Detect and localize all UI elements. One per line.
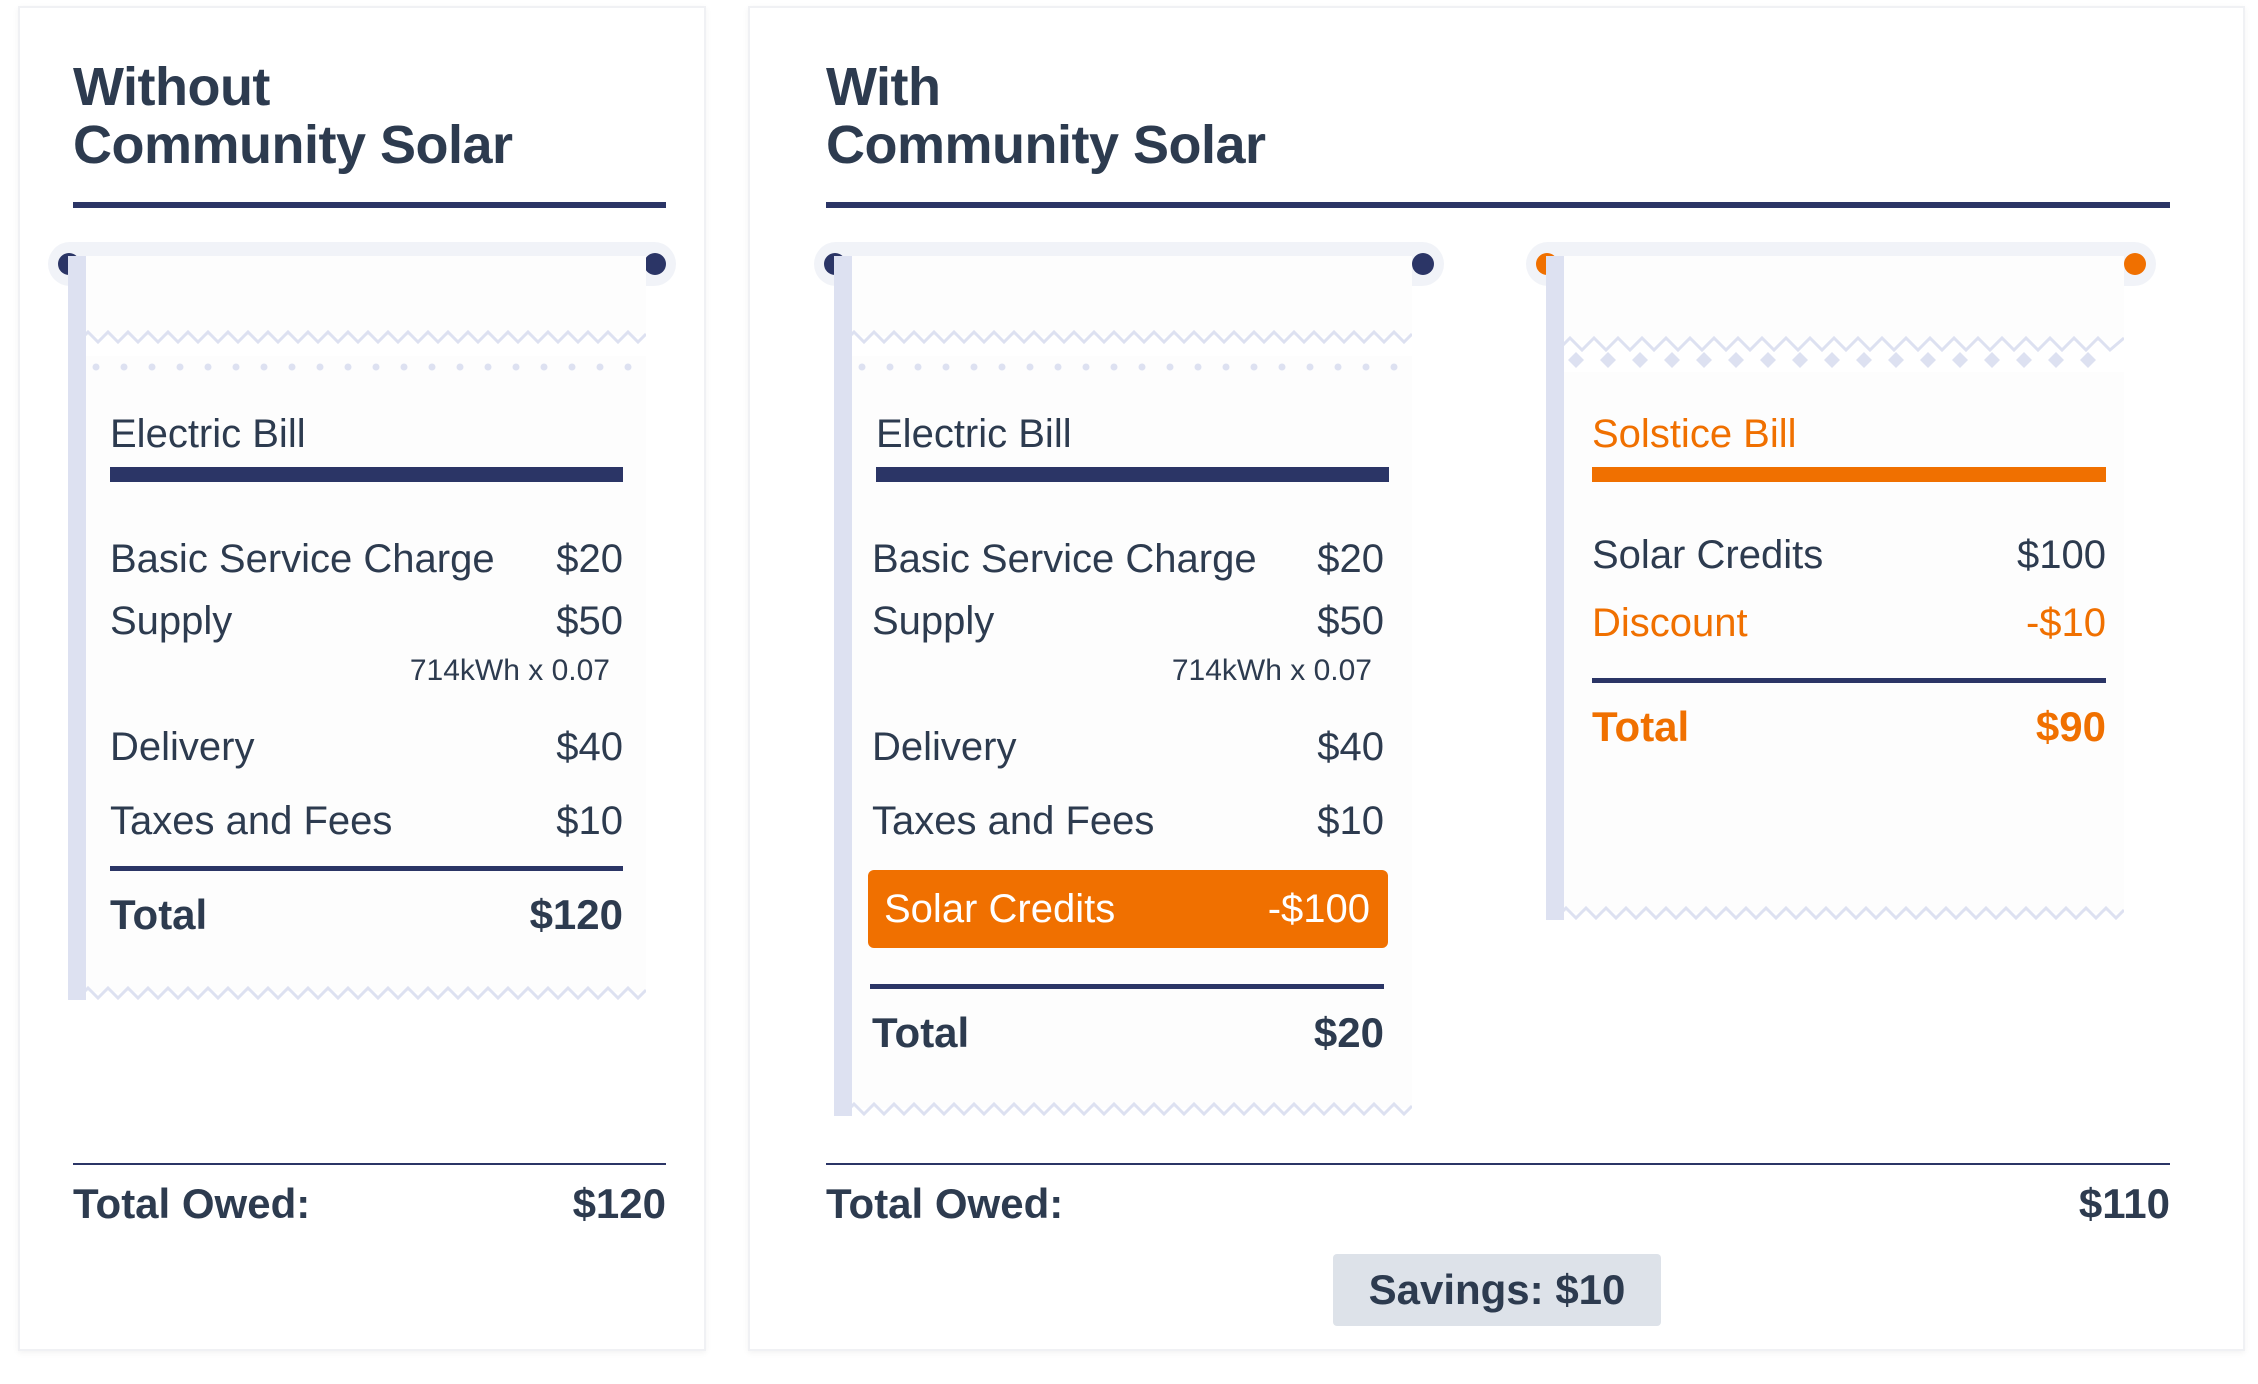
total-label: Total (872, 1009, 970, 1056)
line-item: Delivery $40 (872, 724, 1384, 770)
line-item: Supply $50 (872, 598, 1384, 644)
line-item-amount: $40 (556, 725, 623, 769)
supply-calculation-note: 714kWh x 0.07 (409, 654, 610, 687)
total-owed-amount: $110 (2078, 1180, 2170, 1227)
heading-line-1: With (826, 57, 941, 117)
line-item-amount: $10 (1317, 799, 1384, 843)
line-item: Discount -$10 (1592, 600, 2106, 646)
receipt-tear-bottom (68, 985, 646, 1001)
total-owed-label: Total Owed: (73, 1180, 311, 1227)
total-divider (870, 984, 1384, 989)
total-label: Total (1592, 703, 1690, 750)
line-item: Delivery $40 (110, 724, 623, 770)
receipt-perforation (858, 363, 1398, 371)
line-item-label: Delivery (872, 725, 1017, 769)
receipt-tear-bottom (834, 1101, 1412, 1117)
receipt-tear-bottom (1546, 905, 2124, 921)
total-owed-label: Total Owed: (826, 1180, 1064, 1227)
electric-bill-title: Electric Bill (110, 412, 306, 456)
solstice-bill-title: Solstice Bill (1592, 412, 1797, 456)
line-item-amount: $20 (556, 537, 623, 581)
line-item-label: Taxes and Fees (872, 799, 1155, 843)
line-item: Taxes and Fees $10 (872, 798, 1384, 844)
solar-credits-highlight: Solar Credits -$100 (868, 870, 1388, 948)
total-amount: $90 (2035, 703, 2106, 750)
heading-divider (826, 202, 2170, 208)
total-owed-amount: $120 (572, 1180, 666, 1227)
total-owed: Total Owed: $110 (826, 1180, 2170, 1228)
line-item: Taxes and Fees $10 (110, 798, 623, 844)
without-solar-heading: Without Community Solar (73, 58, 513, 174)
electric-bill-title: Electric Bill (876, 412, 1072, 456)
receipt-tear-top (834, 330, 1412, 345)
total-divider (110, 866, 623, 871)
receipt-edge (1546, 256, 1564, 920)
line-item: Supply $50 (110, 598, 623, 644)
receipt-top-strip (852, 256, 1412, 336)
bill-total: Total $90 (1592, 704, 2106, 750)
heading-divider (73, 202, 666, 208)
line-item-label: Supply (872, 599, 995, 643)
solar-credits-label: Solar Credits (884, 887, 1116, 931)
bill-title-bar (110, 467, 623, 482)
owed-divider (826, 1163, 2170, 1165)
line-item-amount: $10 (556, 799, 623, 843)
savings-badge: Savings: $10 (1333, 1254, 1661, 1326)
receipt-tear-top (68, 330, 646, 345)
total-owed: Total Owed: $120 (73, 1180, 666, 1228)
solar-credits-amount: -$100 (1267, 887, 1370, 931)
line-item-label: Delivery (110, 725, 255, 769)
discount-amount: -$10 (2025, 601, 2106, 645)
total-amount: $120 (529, 891, 623, 938)
bill-total: Total $20 (872, 1010, 1384, 1056)
owed-divider (73, 1163, 666, 1165)
line-item-label: Taxes and Fees (110, 799, 393, 843)
line-item: Basic Service Charge $20 (872, 536, 1384, 582)
line-item: Basic Service Charge $20 (110, 536, 623, 582)
line-item-amount: $40 (1317, 725, 1384, 769)
bill-title-bar (1592, 467, 2106, 482)
line-item-label: Supply (110, 599, 233, 643)
heading-line-2: Community Solar (73, 115, 513, 175)
supply-calculation-note: 714kWh x 0.07 (1171, 654, 1372, 687)
bill-title-bar (876, 467, 1389, 482)
line-item-amount: $50 (1317, 599, 1384, 643)
receipt-top-strip (1564, 256, 2124, 340)
line-item-amount: $50 (556, 599, 623, 643)
solstice-bill-receipt (1564, 372, 2124, 912)
discount-label: Discount (1592, 601, 1748, 645)
with-solar-heading: With Community Solar (826, 58, 1266, 174)
total-amount: $20 (1313, 1009, 1384, 1056)
heading-line-2: Community Solar (826, 115, 1266, 175)
line-item-label: Basic Service Charge (872, 537, 1257, 581)
line-item-amount: $100 (2017, 533, 2106, 577)
receipt-top-strip (86, 256, 646, 336)
bill-total: Total $120 (110, 892, 623, 938)
receipt-edge (68, 256, 86, 1000)
electric-bill-receipt (86, 356, 646, 992)
total-label: Total (110, 891, 208, 938)
heading-line-1: Without (73, 57, 270, 117)
total-divider (1592, 678, 2106, 683)
line-item-label: Solar Credits (1592, 533, 1824, 577)
line-item-amount: $20 (1317, 537, 1384, 581)
line-item-label: Basic Service Charge (110, 537, 495, 581)
line-item: Solar Credits $100 (1592, 532, 2106, 578)
receipt-perforation (92, 363, 632, 371)
receipt-edge (834, 256, 852, 1116)
receipt-tear-top (1546, 335, 2124, 368)
